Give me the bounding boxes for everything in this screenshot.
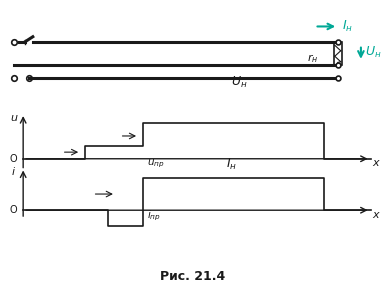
Text: $r_н$: $r_н$ bbox=[307, 52, 318, 65]
Text: $u_{пр}$: $u_{пр}$ bbox=[147, 158, 164, 170]
Text: $I_н$: $I_н$ bbox=[226, 156, 237, 172]
Text: i: i bbox=[12, 167, 15, 177]
Text: O: O bbox=[10, 154, 17, 164]
Text: $U_н$: $U_н$ bbox=[365, 45, 381, 61]
Text: x: x bbox=[372, 158, 379, 168]
Text: u: u bbox=[10, 113, 17, 123]
Text: $U_н$: $U_н$ bbox=[231, 75, 247, 91]
Text: $I_н$: $I_н$ bbox=[342, 19, 353, 34]
Text: x: x bbox=[372, 210, 379, 220]
FancyBboxPatch shape bbox=[334, 42, 342, 65]
Text: $i_{пр}$: $i_{пр}$ bbox=[147, 208, 161, 223]
Text: Рис. 21.4: Рис. 21.4 bbox=[160, 270, 226, 283]
Text: O: O bbox=[10, 205, 17, 215]
